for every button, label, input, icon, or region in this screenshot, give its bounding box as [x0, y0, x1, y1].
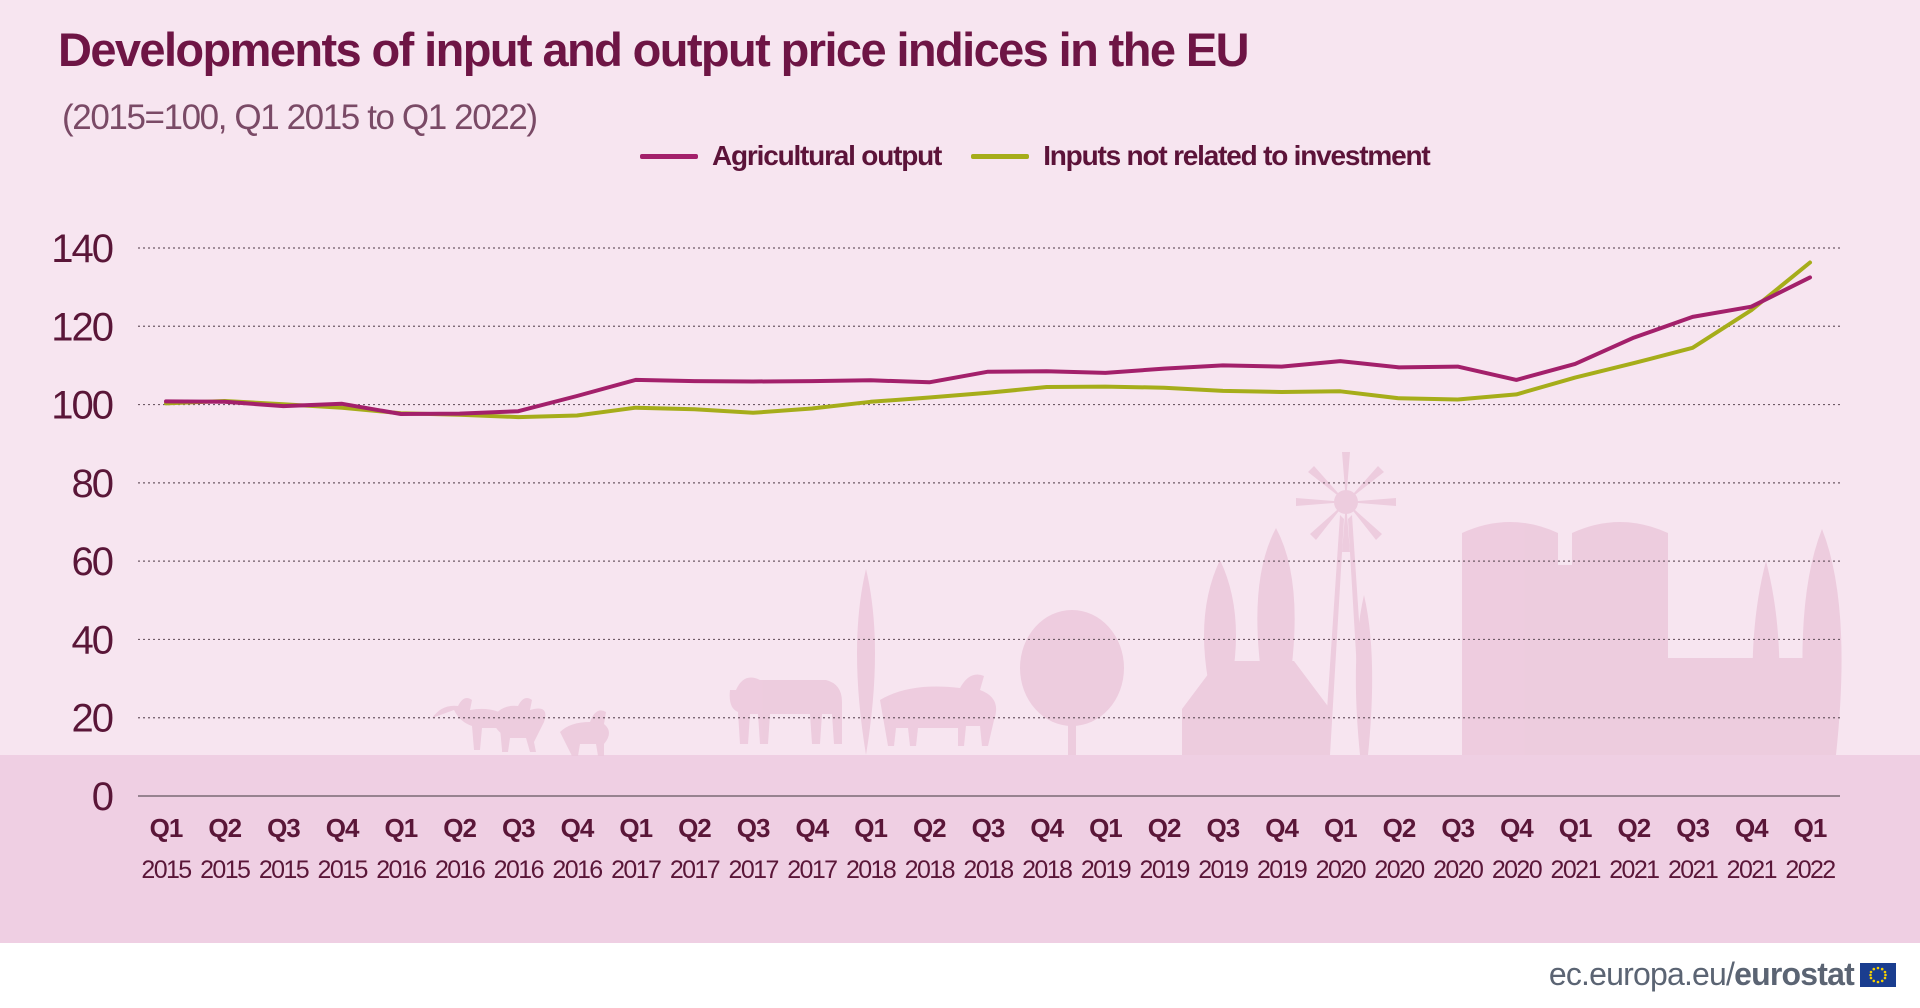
x-tick-year-label: 2017 [611, 856, 661, 884]
x-tick-quarter-label: Q1 [1324, 813, 1357, 843]
x-tick-year-label: 2018 [905, 856, 955, 884]
x-tick-quarter-label: Q1 [385, 813, 418, 843]
x-tick-year-label: 2015 [318, 856, 368, 884]
y-tick-label: 140 [51, 227, 112, 271]
x-tick-year-label: 2019 [1198, 856, 1248, 884]
x-tick-quarter-label: Q4 [326, 813, 360, 843]
y-tick-label: 80 [72, 462, 113, 506]
x-tick-year-label: 2018 [963, 856, 1013, 884]
x-tick-quarter-label: Q4 [1500, 813, 1534, 843]
x-tick-quarter-label: Q2 [443, 813, 476, 843]
x-tick-quarter-label: Q2 [1383, 813, 1416, 843]
x-tick-quarter-label: Q1 [1559, 813, 1592, 843]
series-line-inputs-not-related-to-investment [164, 260, 1812, 420]
y-tick-label: 120 [51, 305, 112, 349]
x-tick-year-label: 2019 [1257, 856, 1307, 884]
x-tick-year-label: 2015 [259, 856, 309, 884]
y-tick-label: 100 [51, 384, 112, 428]
footer-brand: eurostat [1734, 956, 1855, 992]
x-tick-year-label: 2020 [1374, 856, 1424, 884]
x-tick-quarter-label: Q3 [502, 813, 535, 843]
series-line-agricultural-output [164, 275, 1812, 416]
x-tick-year-label: 2018 [1022, 856, 1072, 884]
x-tick-quarter-label: Q3 [267, 813, 300, 843]
footer-domain: ec.europa.eu/ [1548, 956, 1735, 992]
x-tick-quarter-label: Q4 [561, 813, 595, 843]
x-tick-year-label: 2018 [846, 856, 896, 884]
x-tick-quarter-label: Q3 [972, 813, 1005, 843]
x-tick-year-label: 2021 [1551, 856, 1601, 884]
x-tick-quarter-label: Q3 [737, 813, 770, 843]
x-tick-year-label: 2015 [141, 856, 191, 884]
x-tick-year-label: 2021 [1727, 856, 1777, 884]
chart-subtitle: (2015=100, Q1 2015 to Q1 2022) [62, 98, 538, 137]
x-tick-quarter-label: Q4 [1265, 813, 1299, 843]
x-tick-year-label: 2016 [435, 856, 485, 884]
x-tick-quarter-label: Q4 [796, 813, 830, 843]
x-tick-year-label: 2021 [1609, 856, 1659, 884]
y-tick-label: 40 [72, 618, 113, 662]
x-tick-quarter-label: Q1 [1794, 813, 1827, 843]
x-tick-year-label: 2017 [729, 856, 779, 884]
x-tick-quarter-label: Q2 [678, 813, 711, 843]
legend-label-agricultural-output: Agricultural output [712, 140, 942, 171]
x-tick-year-label: 2019 [1140, 856, 1190, 884]
gridlines [138, 247, 1840, 719]
legend: Agricultural output Inputs not related t… [640, 136, 1431, 176]
x-tick-year-label: 2020 [1433, 856, 1483, 884]
line-chart: 0 20 40 60 80 100 120 140 Q1 2015 Q2 2015 Q3 2015 Q4 2… [51, 227, 1842, 884]
x-tick-year-label: 2022 [1785, 856, 1835, 884]
x-tick-quarter-label: Q1 [150, 813, 183, 843]
x-tick-year-label: 2016 [376, 856, 426, 884]
x-tick-year-label: 2016 [494, 856, 544, 884]
y-tick-label: 60 [72, 540, 113, 584]
x-tick-year-label: 2016 [552, 856, 602, 884]
x-tick-quarter-label: Q3 [1207, 813, 1240, 843]
x-tick-quarter-label: Q4 [1735, 813, 1769, 843]
x-tick-year-label: 2020 [1316, 856, 1366, 884]
legend-swatch-agricultural-output [640, 153, 698, 159]
series-lines [164, 260, 1812, 420]
x-tick-year-label: 2017 [787, 856, 837, 884]
bottom-band [0, 755, 1920, 943]
y-tick-label: 0 [92, 775, 113, 819]
x-tick-quarter-label: Q1 [854, 813, 887, 843]
legend-label-inputs: Inputs not related to investment [1043, 140, 1431, 171]
x-axis-tick-labels: Q1 2015 Q2 2015 Q3 2015 Q4 2015 Q1 2016 Q2 2016 Q3 20… [141, 813, 1837, 884]
x-tick-year-label: 2021 [1668, 856, 1718, 884]
y-tick-label: 20 [72, 697, 113, 741]
x-tick-quarter-label: Q2 [1618, 813, 1651, 843]
x-tick-year-label: 2019 [1081, 856, 1131, 884]
legend-item-agricultural-output: Agricultural output [640, 140, 942, 172]
eu-flag-icon [1860, 962, 1896, 987]
legend-swatch-inputs [971, 153, 1030, 159]
x-tick-quarter-label: Q3 [1676, 813, 1709, 843]
x-tick-year-label: 2015 [200, 856, 250, 884]
x-tick-year-label: 2017 [670, 856, 720, 884]
x-tick-quarter-label: Q4 [1030, 813, 1064, 843]
x-tick-quarter-label: Q2 [208, 813, 241, 843]
x-tick-quarter-label: Q3 [1441, 813, 1474, 843]
footer-source: ec.europa.eu/ eurostat [1549, 956, 1896, 993]
x-tick-year-label: 2020 [1492, 856, 1542, 884]
farm-silhouette-illustration [432, 452, 1842, 756]
x-tick-quarter-label: Q2 [1148, 813, 1181, 843]
legend-item-inputs: Inputs not related to investment [971, 140, 1431, 172]
x-tick-quarter-label: Q1 [619, 813, 652, 843]
x-tick-quarter-label: Q2 [913, 813, 946, 843]
x-tick-quarter-label: Q1 [1089, 813, 1122, 843]
y-axis-tick-labels: 0 20 40 60 80 100 120 140 [51, 227, 115, 819]
chart-title: Developments of input and output price i… [58, 23, 1250, 76]
